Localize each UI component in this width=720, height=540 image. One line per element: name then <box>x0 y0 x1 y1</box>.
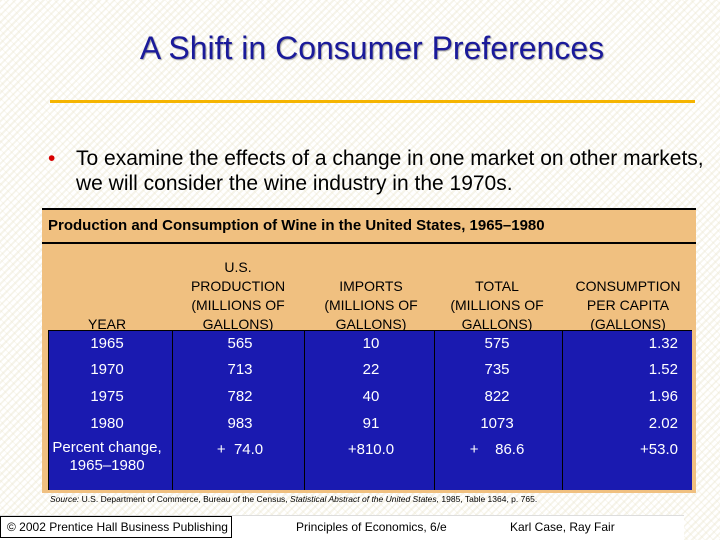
source-tail: 1985, Table 1364, p. 765. <box>441 494 538 504</box>
table-caption: Production and Consumption of Wine in th… <box>42 208 696 244</box>
cell-year: 1975 <box>90 388 124 405</box>
cell-year: 1980 <box>90 415 124 432</box>
header-consumption: CONSUMPTION PER CAPITA (GALLONS) <box>560 248 696 334</box>
cell-production: 713 <box>227 361 253 378</box>
cell-year: 1970 <box>90 361 124 378</box>
cell-year: 1965 <box>90 335 124 352</box>
source-label: Source: <box>50 494 80 504</box>
footer-book: Principles of Economics, 6/e <box>296 520 447 534</box>
cell-imports: 22 <box>362 361 380 378</box>
cell-consumption: 1.32 <box>648 335 678 352</box>
cell-imports: 10 <box>362 335 380 352</box>
bullet-marker: • <box>48 147 56 170</box>
cell-consumption: +53.0 <box>640 441 678 458</box>
cell-imports: 40 <box>362 388 380 405</box>
header-imports: IMPORTS (MILLIONS OF GALLONS) <box>308 248 434 334</box>
slide-footer: © 2002 Prentice Hall Business Publishing… <box>0 515 684 540</box>
footer-authors: Karl Case, Ray Fair <box>510 520 615 534</box>
source-text: U.S. Department of Commerce, Bureau of t… <box>81 494 288 504</box>
header-total-label: TOTAL (MILLIONS OF GALLONS) <box>450 278 544 332</box>
slide-title: A Shift in Consumer Preferences <box>139 30 605 66</box>
bullet-point: • To examine the effects of a change in … <box>48 146 708 196</box>
table-body <box>48 330 692 490</box>
cell-percent-label: Percent change, 1965–1980 <box>52 439 162 474</box>
cell-total: 822 <box>484 388 510 405</box>
header-year: YEAR <box>42 248 172 334</box>
column-divider <box>562 330 563 490</box>
cell-total: 735 <box>484 361 510 378</box>
table-row: 1980 983 91 1073 2.02 <box>48 411 692 437</box>
cell-production: 782 <box>227 388 253 405</box>
table-source: Source: U.S. Department of Commerce, Bur… <box>50 494 537 504</box>
cell-imports: +810.0 <box>347 441 395 458</box>
header-consumption-label: CONSUMPTION PER CAPITA (GALLONS) <box>575 278 681 332</box>
cell-imports: 91 <box>362 415 380 432</box>
cell-total: 575 <box>484 335 510 352</box>
cell-consumption: 1.96 <box>648 388 678 405</box>
cell-production: + 74.0 <box>216 441 264 458</box>
cell-total: + 86.6 <box>469 441 525 458</box>
title-underline <box>50 100 695 103</box>
header-total: TOTAL (MILLIONS OF GALLONS) <box>434 248 560 334</box>
header-production: U.S. PRODUCTION (MILLIONS OF GALLONS) <box>172 248 304 334</box>
table-row: 1970 713 22 735 1.52 <box>48 357 692 383</box>
wine-table: Production and Consumption of Wine in th… <box>42 208 696 493</box>
cell-total: 1073 <box>480 415 514 432</box>
cell-consumption: 2.02 <box>648 415 678 432</box>
column-divider <box>172 330 173 490</box>
bullet-text: To examine the effects of a change in on… <box>76 147 704 195</box>
cell-production: 983 <box>227 415 253 432</box>
header-imports-label: IMPORTS (MILLIONS OF GALLONS) <box>324 278 418 332</box>
header-production-label: U.S. PRODUCTION (MILLIONS OF GALLONS) <box>190 259 286 332</box>
cell-production: 565 <box>227 335 253 352</box>
table-row: 1975 782 40 822 1.96 <box>48 384 692 410</box>
header-year-label: YEAR <box>88 316 127 332</box>
cell-consumption: 1.52 <box>648 361 678 378</box>
table-row-percent-change: Percent change, 1965–1980 + 74.0 +810.0 … <box>48 437 692 481</box>
source-title: Statistical Abstract of the United State… <box>290 494 440 504</box>
footer-copyright: © 2002 Prentice Hall Business Publishing <box>0 516 232 538</box>
table-row: 1965 565 10 575 1.32 <box>48 331 692 357</box>
column-divider <box>304 330 305 490</box>
column-divider <box>434 330 435 490</box>
